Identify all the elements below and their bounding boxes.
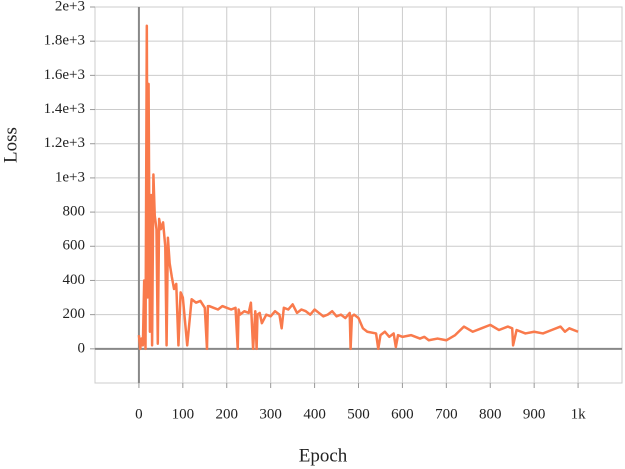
x-tick-label: 0 <box>135 406 143 422</box>
y-tick-label: 1.4e+3 <box>44 101 85 117</box>
x-tick-label: 200 <box>216 406 239 422</box>
x-tick-label: 100 <box>172 406 195 422</box>
y-tick-label: 400 <box>63 272 86 288</box>
y-tick-label: 2e+3 <box>55 0 85 14</box>
y-tick-label: 200 <box>63 306 86 322</box>
y-tick-label: 1.6e+3 <box>44 67 85 83</box>
x-tick-label: 1k <box>571 406 587 422</box>
y-tick-label: 1.8e+3 <box>44 33 85 49</box>
x-axis-title: Epoch <box>299 445 348 466</box>
x-tick-label: 400 <box>303 406 326 422</box>
x-tick-label: 700 <box>435 406 458 422</box>
y-tick-label: 600 <box>63 238 86 254</box>
y-tick-label: 1e+3 <box>55 169 85 185</box>
y-axis-title: Loss <box>0 127 21 163</box>
x-tick-label: 600 <box>391 406 414 422</box>
loss-line <box>137 24 579 351</box>
y-tick-label: 0 <box>78 340 86 356</box>
y-tick-label: 800 <box>63 204 86 220</box>
x-tick-label: 900 <box>523 406 546 422</box>
x-tick-label: 500 <box>347 406 370 422</box>
x-tick-label: 800 <box>479 406 502 422</box>
x-tick-label: 300 <box>259 406 282 422</box>
y-tick-label: 1.2e+3 <box>44 135 85 151</box>
